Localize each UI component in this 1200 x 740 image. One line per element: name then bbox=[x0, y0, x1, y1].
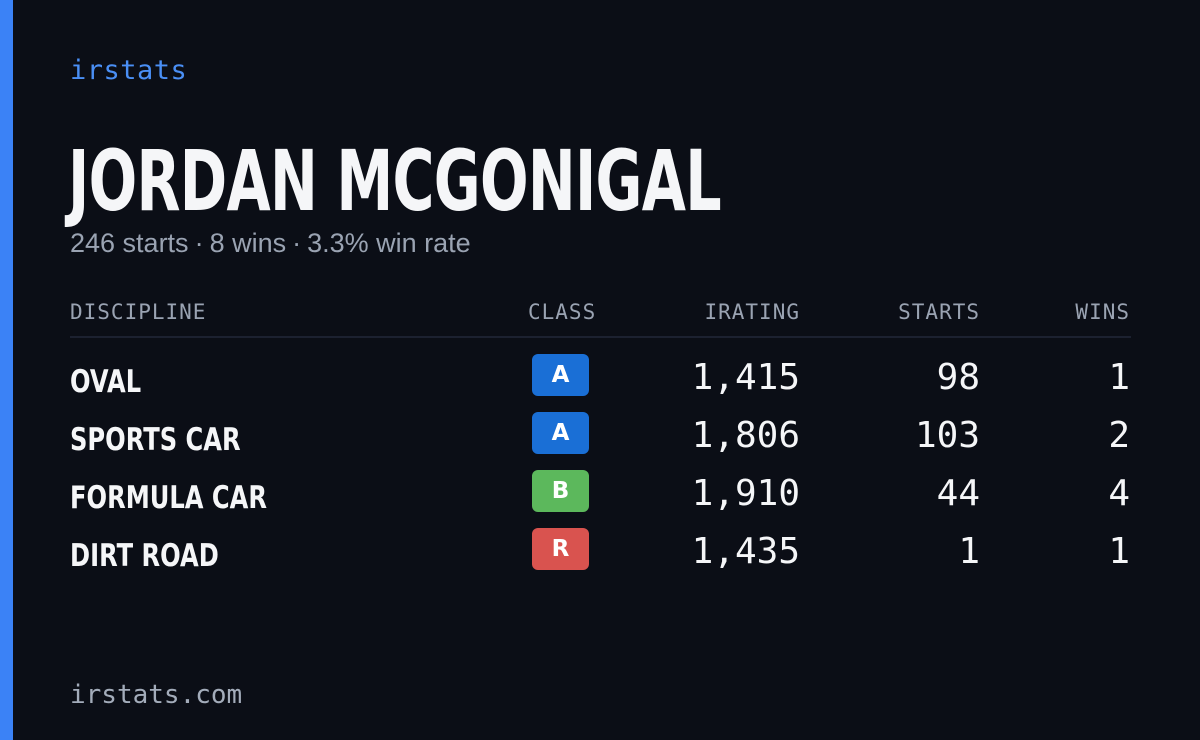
column-header-starts: STARTS bbox=[898, 300, 980, 324]
table-row: OVAL A 1,415 98 1 bbox=[70, 354, 1131, 412]
table-body: OVAL A 1,415 98 1 SPORTS CAR A 1,806 103… bbox=[70, 354, 1131, 586]
wins-value: 1 bbox=[1108, 357, 1130, 398]
class-badge: A bbox=[532, 354, 589, 396]
discipline-name: OVAL bbox=[70, 364, 142, 400]
irating-value: 1,435 bbox=[691, 531, 800, 572]
accent-bar bbox=[0, 0, 13, 740]
discipline-table: DISCIPLINE CLASS IRATING STARTS WINS OVA… bbox=[70, 298, 1131, 586]
table-row: FORMULA CAR B 1,910 44 4 bbox=[70, 470, 1131, 528]
table-row: SPORTS CAR A 1,806 103 2 bbox=[70, 412, 1131, 470]
separator-dot: · bbox=[292, 228, 302, 258]
brand-logo: irstats bbox=[70, 55, 188, 86]
starts-value: 98 bbox=[936, 357, 980, 398]
column-header-irating: IRATING bbox=[704, 300, 800, 324]
table-header: DISCIPLINE CLASS IRATING STARTS WINS bbox=[70, 298, 1131, 338]
starts-count: 246 starts bbox=[70, 228, 189, 258]
wins-value: 4 bbox=[1108, 473, 1130, 514]
wins-value: 2 bbox=[1108, 415, 1130, 456]
footer-url: irstats.com bbox=[70, 680, 243, 710]
starts-value: 1 bbox=[958, 531, 980, 572]
class-badge: A bbox=[532, 412, 589, 454]
column-header-wins: WINS bbox=[1075, 300, 1130, 324]
player-summary: 246 starts · 8 wins · 3.3% win rate bbox=[70, 228, 471, 259]
class-badge: R bbox=[532, 528, 589, 570]
irating-value: 1,910 bbox=[691, 473, 800, 514]
starts-value: 103 bbox=[914, 415, 980, 456]
player-name: JORDAN MCGONIGAL bbox=[68, 132, 722, 230]
discipline-name: SPORTS CAR bbox=[70, 422, 241, 458]
wins-count: 8 wins bbox=[209, 228, 287, 258]
class-badge: B bbox=[532, 470, 589, 512]
irating-value: 1,415 bbox=[691, 357, 800, 398]
discipline-name: FORMULA CAR bbox=[70, 480, 268, 516]
wins-value: 1 bbox=[1108, 531, 1130, 572]
irating-value: 1,806 bbox=[691, 415, 800, 456]
win-rate: 3.3% win rate bbox=[307, 228, 471, 258]
separator-dot: · bbox=[194, 228, 204, 258]
starts-value: 44 bbox=[936, 473, 980, 514]
discipline-name: DIRT ROAD bbox=[70, 538, 219, 574]
column-header-discipline: DISCIPLINE bbox=[70, 300, 207, 324]
table-row: DIRT ROAD R 1,435 1 1 bbox=[70, 528, 1131, 586]
column-header-class: CLASS bbox=[528, 300, 597, 324]
